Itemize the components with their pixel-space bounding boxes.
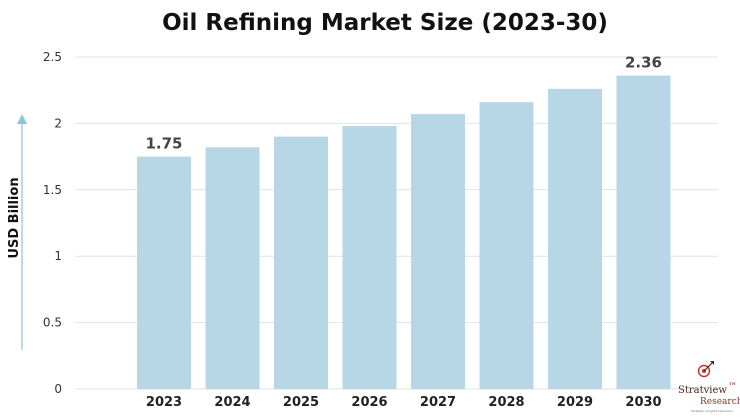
data-label: 2.36 — [625, 54, 662, 72]
bar — [274, 136, 328, 389]
x-axis-ticks: 2023 2024 2025 2026 2027 2028 2029 2030 — [146, 395, 662, 410]
y-axis-ticks: 0 0.5 1 1.5 2 2.5 — [43, 50, 62, 396]
logo-sub: Research — [700, 397, 740, 407]
bar — [411, 114, 465, 389]
x-tick-label: 2026 — [351, 395, 387, 410]
bar — [548, 88, 602, 389]
y-tick-label: 2 — [54, 116, 62, 130]
bar — [616, 75, 671, 389]
target-dart-icon — [697, 361, 714, 378]
x-tick-label: 2029 — [557, 395, 593, 410]
data-labels: 1.75 2.36 — [145, 54, 662, 153]
y-axis-arrow — [17, 114, 27, 350]
x-tick-label: 2027 — [420, 395, 456, 410]
bar — [137, 156, 191, 389]
data-label: 1.75 — [145, 135, 182, 153]
x-tick-label: 2025 — [283, 395, 319, 410]
x-tick-label: 2024 — [214, 395, 250, 410]
chart-title: Oil Refining Market Size (2023-30) — [162, 10, 608, 36]
x-tick-label: 2028 — [488, 395, 524, 410]
logo-trademark: ™ — [728, 382, 737, 392]
logo-name: Stratview — [678, 385, 727, 396]
x-tick-label: 2030 — [625, 395, 661, 410]
bar — [479, 102, 534, 389]
y-tick-label: 2.5 — [43, 50, 62, 64]
y-tick-label: 1 — [54, 249, 62, 263]
y-tick-label: 0 — [54, 382, 62, 396]
bar — [205, 147, 260, 389]
y-axis-label: USD Billion — [7, 177, 22, 258]
stratview-logo: Stratview ™ Research Strategic Insights … — [678, 361, 740, 413]
y-tick-label: 0.5 — [43, 316, 62, 330]
y-tick-label: 1.5 — [43, 183, 62, 197]
bar — [342, 126, 397, 389]
logo-tagline: Strategic Insights Delivered — [691, 409, 733, 413]
bars — [137, 75, 671, 389]
x-tick-label: 2023 — [146, 395, 182, 410]
